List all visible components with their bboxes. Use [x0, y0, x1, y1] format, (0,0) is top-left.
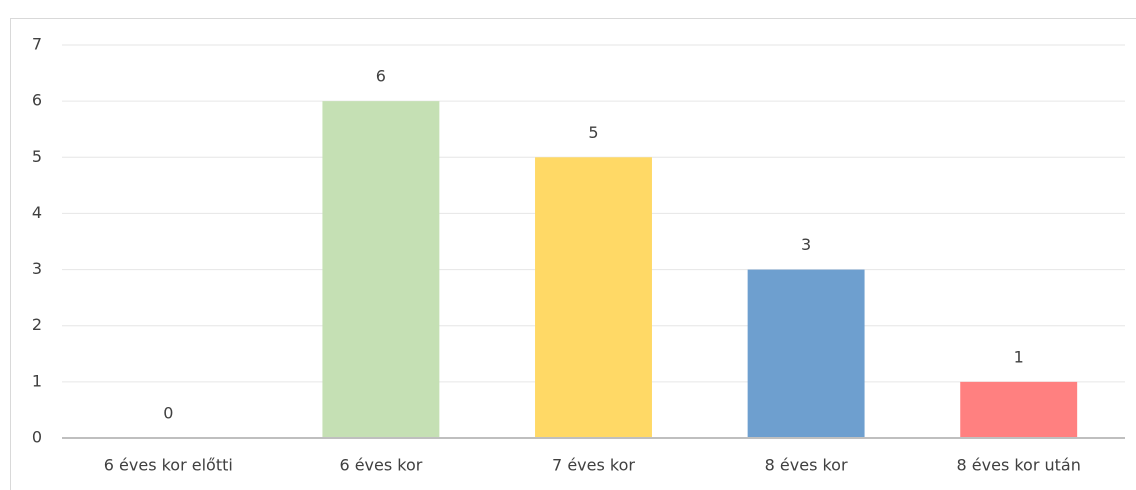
bar [535, 157, 652, 439]
y-tick-label: 2 [32, 315, 42, 334]
x-tick-label: 7 éves kor [552, 456, 635, 475]
bar [960, 381, 1078, 438]
data-label: 1 [1014, 347, 1024, 366]
y-tick-label: 1 [32, 371, 42, 390]
bar [322, 101, 440, 439]
bar [747, 269, 865, 438]
y-tick-label: 6 [32, 91, 42, 110]
data-label: 3 [801, 235, 811, 254]
data-label: 6 [376, 67, 386, 86]
data-label: 0 [163, 404, 173, 423]
y-tick-label: 7 [32, 35, 42, 54]
x-tick-label: 8 éves kor [765, 456, 848, 475]
y-tick-label: 4 [32, 203, 42, 222]
y-tick-label: 5 [32, 147, 42, 166]
x-tick-label: 6 éves kor [339, 456, 422, 475]
x-tick-label: 8 éves kor után [957, 456, 1081, 475]
y-tick-label: 0 [32, 428, 42, 447]
x-tick-label: 6 éves kor előtti [104, 456, 233, 475]
data-label: 5 [588, 123, 598, 142]
chart-border [10, 18, 1136, 490]
y-tick-label: 3 [32, 259, 42, 278]
